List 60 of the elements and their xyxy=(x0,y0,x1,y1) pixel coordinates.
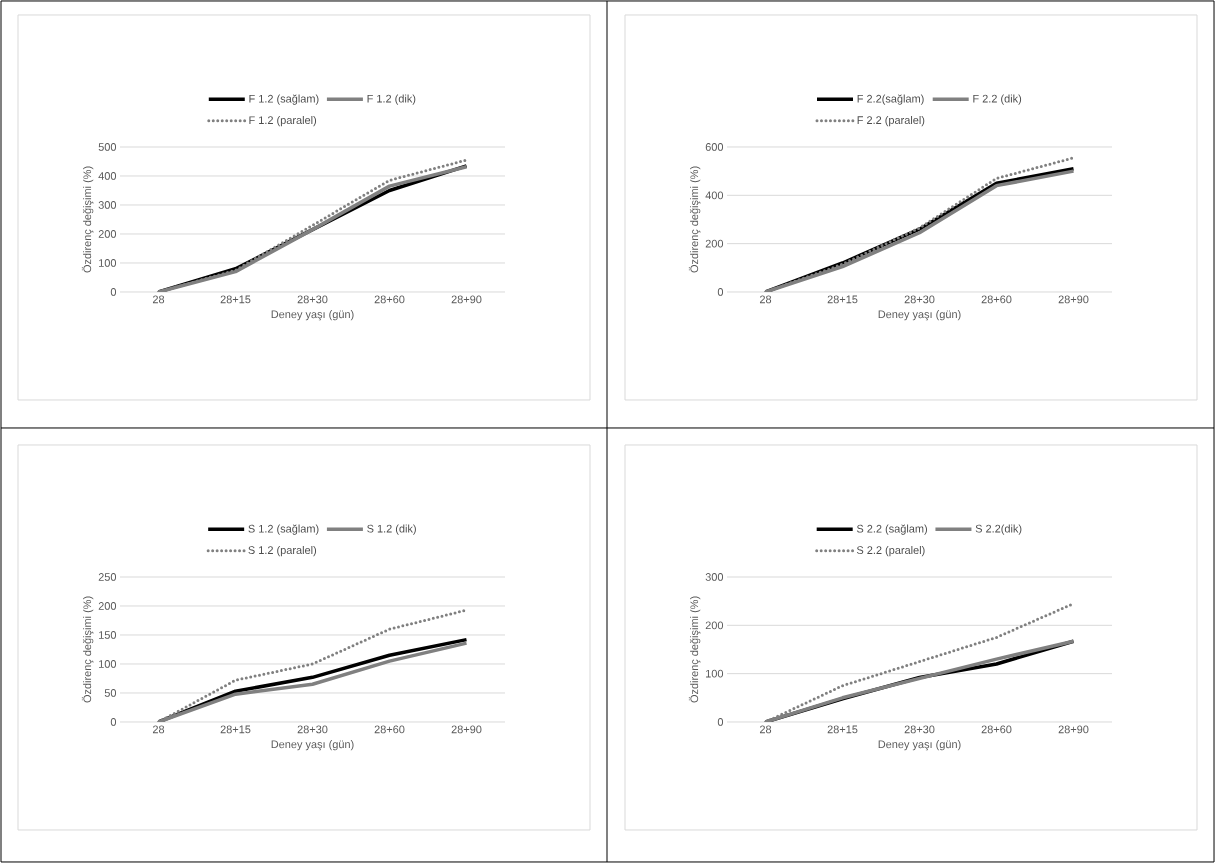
y-tick-label: 100 xyxy=(99,259,117,267)
y-tick-label: 400 xyxy=(98,172,117,180)
x-axis-title: Deney yaşı (gün) xyxy=(271,740,354,751)
x-tick-label: 28+30 xyxy=(904,295,935,304)
x-tick-label: 28+60 xyxy=(374,295,405,304)
x-tick-label: 28+15 xyxy=(827,295,858,304)
x-tick-label: 28 xyxy=(152,295,165,304)
y-tick-label: 200 xyxy=(705,239,724,248)
y-tick-label: 200 xyxy=(98,602,117,610)
x-tick-label: 28 xyxy=(759,725,772,734)
y-tick-label: 600 xyxy=(705,143,724,151)
y-tick-label: 0 xyxy=(717,718,724,726)
x-tick-label: 28+30 xyxy=(904,725,935,734)
legend-label: F 1.2 (sağlam) xyxy=(249,94,319,105)
y-tick-label: 150 xyxy=(99,631,117,639)
x-tick-label: 28+15 xyxy=(220,295,251,304)
legend-label: F 1.2 (paralel) xyxy=(249,115,317,127)
y-axis-title: Özdirenç değişimi (%) xyxy=(688,166,701,273)
x-tick-label: 28+90 xyxy=(451,295,482,304)
y-axis-title: Özdirenç değişimi (%) xyxy=(688,596,701,703)
x-tick-label: 28+15 xyxy=(220,725,251,734)
y-tick-label: 400 xyxy=(705,191,724,200)
y-tick-label: 250 xyxy=(98,573,117,581)
x-tick-label: 28 xyxy=(152,725,165,734)
legend-label: F 1.2 (dik) xyxy=(367,94,416,105)
y-axis-title: Özdirenç değişimi (%) xyxy=(81,166,94,273)
y-tick-label: 300 xyxy=(705,573,724,581)
x-tick-label: 28+60 xyxy=(374,725,405,734)
y-tick-label: 500 xyxy=(98,143,117,151)
x-axis-title: Deney yaşı (gün) xyxy=(878,310,961,321)
y-tick-label: 0 xyxy=(110,288,117,296)
legend-label: S 1.2 (dik) xyxy=(367,524,416,535)
legend-label: S 2.2 (sağlam) xyxy=(856,524,927,535)
x-tick-label: 28+15 xyxy=(827,725,858,734)
y-tick-label: 100 xyxy=(706,669,724,678)
x-tick-label: 28+90 xyxy=(451,725,482,734)
x-tick-label: 28+60 xyxy=(981,295,1012,304)
x-tick-label: 28+90 xyxy=(1058,725,1089,734)
y-tick-label: 200 xyxy=(705,621,724,630)
legend-label: S 1.2 (paralel) xyxy=(248,545,317,557)
x-tick-label: 28 xyxy=(759,295,772,304)
y-tick-label: 0 xyxy=(717,288,724,296)
y-tick-label: 300 xyxy=(98,201,117,209)
legend-label: S 2.2(dik) xyxy=(975,524,1022,535)
x-tick-label: 28+90 xyxy=(1058,295,1089,304)
legend-label: F 2.2 (paralel) xyxy=(857,115,925,127)
legend-label: F 2.2(sağlam) xyxy=(857,94,924,105)
legend-label: S 2.2 (paralel) xyxy=(856,545,925,557)
y-axis-title: Özdirenç değişimi (%) xyxy=(81,596,94,703)
x-tick-label: 28+30 xyxy=(297,725,328,734)
x-axis-title: Deney yaşı (gün) xyxy=(271,310,354,321)
y-tick-label: 50 xyxy=(104,689,117,697)
x-axis-title: Deney yaşı (gün) xyxy=(878,740,961,751)
y-tick-label: 200 xyxy=(98,230,117,238)
y-tick-label: 100 xyxy=(99,660,117,668)
legend-label: F 2.2 (dik) xyxy=(973,94,1022,105)
y-tick-label: 0 xyxy=(110,718,117,726)
x-tick-label: 28+30 xyxy=(297,295,328,304)
x-tick-label: 28+60 xyxy=(981,725,1012,734)
legend-label: S 1.2 (sağlam) xyxy=(248,524,319,535)
